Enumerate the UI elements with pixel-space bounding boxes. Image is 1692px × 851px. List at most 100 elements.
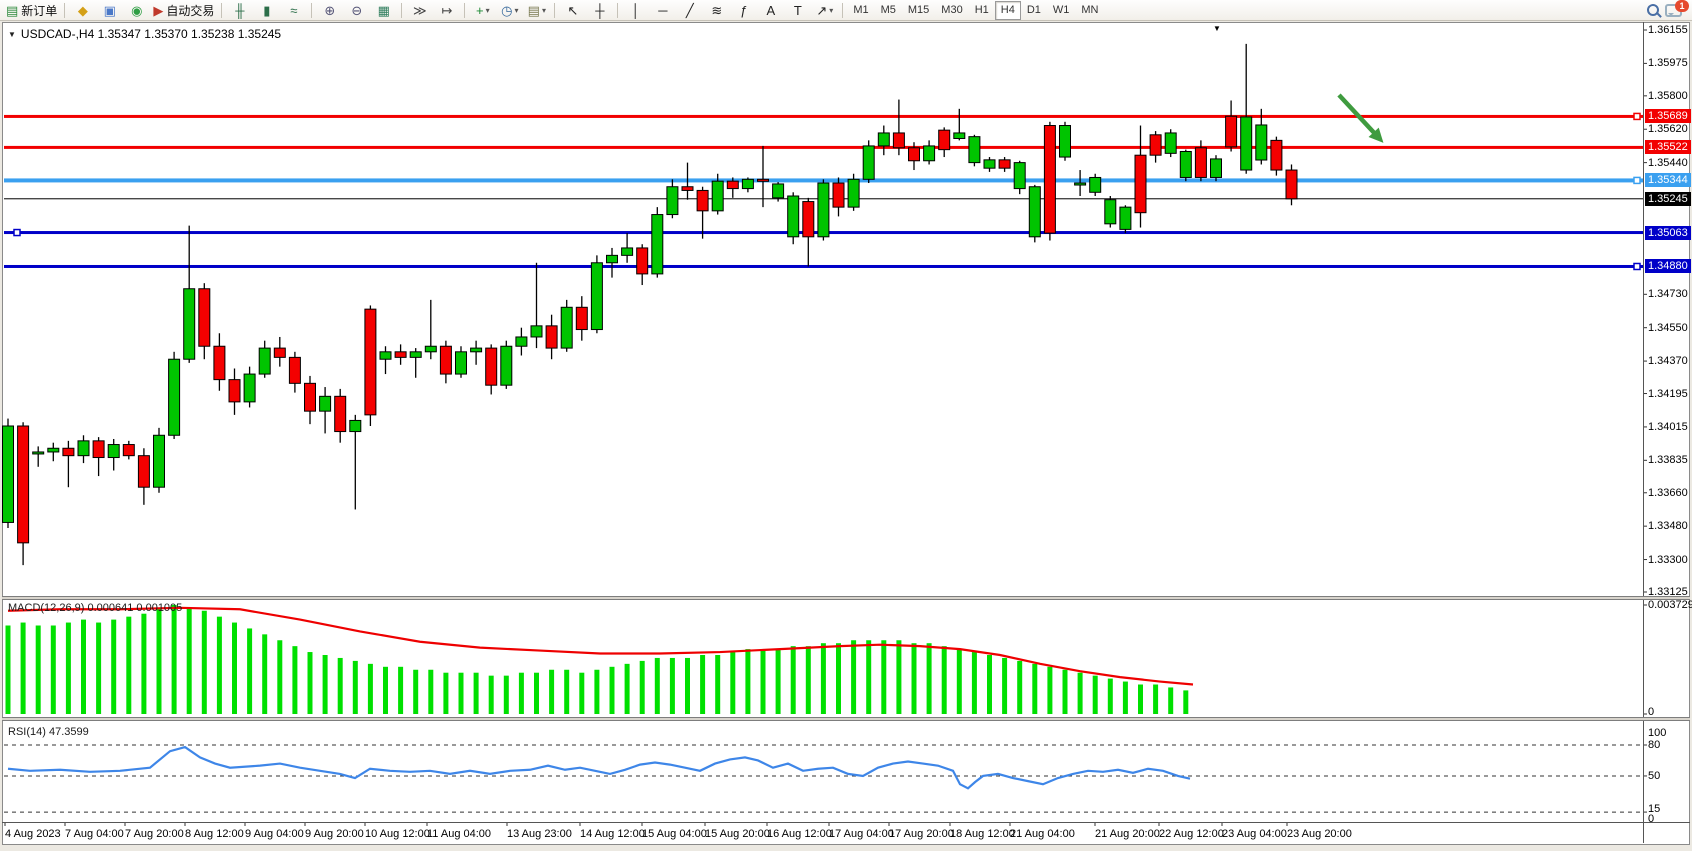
equidistant-channel-button[interactable]: ≋: [703, 0, 730, 21]
candlestick-chart-button[interactable]: ▮: [253, 0, 280, 21]
date-label[interactable]: 7 Aug 20:00: [125, 828, 184, 840]
trendline-button[interactable]: ╱: [676, 0, 703, 21]
macd-histogram-bar: [669, 657, 675, 714]
rsi-scale-0: 0: [1648, 813, 1655, 825]
text-label-button[interactable]: T: [784, 0, 811, 21]
date-label[interactable]: 22 Aug 12:00: [1159, 828, 1224, 840]
candle-body: [485, 347, 498, 386]
date-label[interactable]: 17 Aug 04:00: [829, 828, 894, 840]
scroll-to-end-marker[interactable]: ▼: [1213, 24, 1221, 33]
timeframe-h1-button[interactable]: H1: [974, 4, 989, 16]
candle-body: [741, 178, 754, 190]
date-label[interactable]: 9 Aug 20:00: [305, 828, 364, 840]
text-button[interactable]: A: [757, 0, 784, 21]
timeframe-mn-button[interactable]: MN: [1081, 4, 1099, 16]
macd-histogram-bar: [775, 649, 781, 714]
zoom-in-button[interactable]: ⊕: [316, 0, 343, 21]
indicators-button[interactable]: + ▾: [469, 0, 496, 21]
gold-tag-button[interactable]: ◆: [69, 0, 96, 21]
pane-separator[interactable]: [2, 596, 1690, 600]
date-label[interactable]: 17 Aug 20:00: [889, 828, 954, 840]
timeframe-m30-button[interactable]: M30: [941, 4, 963, 16]
date-label[interactable]: 23 Aug 20:00: [1287, 828, 1352, 840]
candle-body: [439, 345, 452, 375]
crosshair-button[interactable]: ┼: [586, 0, 613, 21]
chart-shift-button[interactable]: ↦: [433, 0, 460, 21]
date-label[interactable]: 10 Aug 12:00: [365, 828, 430, 840]
auto-trading-button[interactable]: ▶ 自动交易: [150, 0, 217, 21]
timeframe-h4-button[interactable]: H4: [994, 0, 1021, 20]
date-label[interactable]: 21 Aug 04:00: [1010, 828, 1075, 840]
tile-windows-button[interactable]: ▦: [370, 0, 397, 21]
pane-separator[interactable]: [2, 717, 1690, 721]
price-scale-border: [1643, 22, 1644, 843]
vertical-line-button[interactable]: │: [622, 0, 649, 21]
periods-button[interactable]: ◷ ▾: [496, 0, 523, 21]
date-label[interactable]: 7 Aug 04:00: [65, 828, 124, 840]
date-label[interactable]: 23 Aug 04:00: [1222, 828, 1287, 840]
date-label[interactable]: 9 Aug 04:00: [245, 828, 304, 840]
macd-histogram-bar: [639, 660, 645, 714]
macd-scale-bottom: 0: [1648, 706, 1655, 718]
cursor-button[interactable]: ↖: [559, 0, 586, 21]
date-label[interactable]: 15 Aug 04:00: [642, 828, 707, 840]
chat-icon[interactable]: 1: [1665, 0, 1689, 17]
bar-chart-icon: ╫: [235, 2, 245, 18]
line-chart-button[interactable]: ≈: [280, 0, 307, 21]
date-label[interactable]: 16 Aug 12:00: [767, 828, 832, 840]
timeframe-d1-button[interactable]: D1: [1026, 4, 1041, 16]
macd-histogram-bar: [941, 646, 947, 714]
date-label[interactable]: 4 Aug 2023: [5, 828, 61, 840]
arrow-head: [1368, 127, 1384, 143]
toolbar-separator: [221, 2, 223, 18]
date-label[interactable]: 18 Aug 12:00: [950, 828, 1015, 840]
auto-scroll-button[interactable]: ≫: [406, 0, 433, 21]
horizontal-line-button[interactable]: ─: [649, 0, 676, 21]
line-handle[interactable]: [1633, 262, 1641, 271]
signals-button[interactable]: ◉: [123, 0, 150, 21]
horizontal-line-1.35522[interactable]: [4, 145, 1643, 149]
templates-button[interactable]: ▤ ▾: [523, 0, 550, 21]
horizontal-line-1.35689[interactable]: [4, 114, 1643, 118]
bar-chart-button[interactable]: ╫: [226, 0, 253, 21]
line-handle[interactable]: [1633, 176, 1641, 185]
macd-histogram-bar: [805, 646, 811, 714]
timeframe-m1-button[interactable]: M1: [853, 4, 869, 16]
date-label[interactable]: 15 Aug 20:00: [705, 828, 770, 840]
candle-body: [424, 345, 437, 353]
macd-histogram-bar: [518, 672, 524, 714]
toolbar-separator: [464, 2, 466, 18]
templates-dropdown-arrow[interactable]: ▾: [541, 5, 546, 15]
chart-window[interactable]: [2, 22, 1690, 845]
macd-histogram-bar: [352, 660, 358, 714]
candle-body: [2, 425, 14, 523]
zoom-out-button[interactable]: ⊖: [343, 0, 370, 21]
timeframe-m15-button[interactable]: M15: [907, 4, 930, 16]
date-label[interactable]: 13 Aug 23:00: [507, 828, 572, 840]
collapse-arrow-icon[interactable]: ▼: [8, 29, 16, 39]
periods-dropdown-arrow[interactable]: ▾: [514, 5, 519, 15]
date-label[interactable]: 8 Aug 12:00: [185, 828, 244, 840]
text-icon: A: [766, 2, 776, 18]
line-handle[interactable]: [1633, 112, 1641, 121]
fibonacci-button[interactable]: ƒ: [730, 0, 757, 21]
candle-body: [832, 182, 845, 208]
indicators-dropdown-arrow[interactable]: ▾: [485, 5, 490, 15]
horizontal-line-1.3488[interactable]: [4, 264, 1643, 268]
date-label[interactable]: 21 Aug 20:00: [1095, 828, 1160, 840]
candle-body: [122, 444, 135, 457]
timeframe-w1-button[interactable]: W1: [1052, 4, 1070, 16]
search-icon[interactable]: [1647, 4, 1659, 16]
arrows-dropdown-arrow[interactable]: ▾: [829, 5, 834, 15]
down-right-arrow-icon[interactable]: [1337, 93, 1380, 139]
arrows-button[interactable]: ↗ ▾: [811, 0, 838, 21]
profile-button[interactable]: ▣: [96, 0, 123, 21]
line-handle[interactable]: [13, 228, 21, 237]
timeframe-m5-button[interactable]: M5: [880, 4, 896, 16]
date-label[interactable]: 11 Aug 04:00: [427, 828, 492, 840]
fibonacci-icon: ƒ: [740, 2, 748, 18]
date-label[interactable]: 14 Aug 12:00: [580, 828, 645, 840]
macd-histogram-bar: [881, 640, 887, 714]
new-order-button[interactable]: ▤ 新订单: [3, 0, 60, 21]
